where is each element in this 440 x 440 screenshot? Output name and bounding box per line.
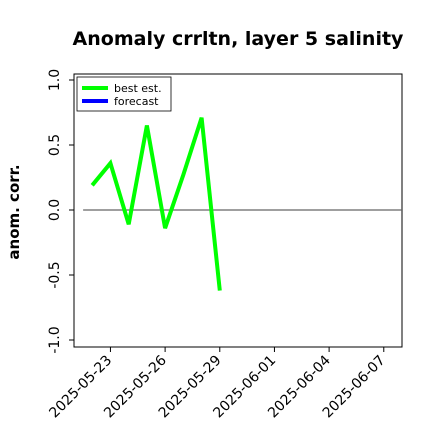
legend-label-forecast: forecast (114, 95, 159, 108)
y-tick-label: -1.0 (47, 326, 63, 353)
y-tick-label: -0.5 (47, 261, 63, 288)
series-line-best-est (90, 117, 222, 291)
x-axis: 2025-05-232025-05-262025-05-292025-06-01… (46, 347, 389, 421)
y-tick-label: 0.5 (47, 134, 63, 156)
y-tick-label: 0.0 (47, 199, 63, 221)
y-tick-label: 1.0 (47, 69, 63, 91)
legend-box (76, 76, 172, 112)
chart-title: Anomaly crrltn, layer 5 salinity (73, 28, 404, 50)
legend: best est. forecast (76, 76, 172, 112)
legend-label-best-est: best est. (114, 82, 162, 95)
y-axis-label: anom. corr. (5, 164, 23, 259)
series-group (90, 117, 222, 291)
y-axis: -1.0 -0.5 0.0 0.5 1.0 (47, 69, 74, 354)
